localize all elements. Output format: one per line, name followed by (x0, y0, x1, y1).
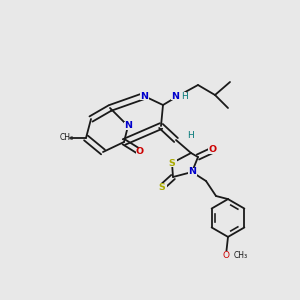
Text: O: O (209, 146, 217, 154)
Text: N: N (172, 92, 180, 100)
Bar (124, 122, 133, 130)
Text: CH₃: CH₃ (60, 133, 74, 142)
Bar (167, 159, 176, 167)
Text: S: S (159, 182, 165, 191)
Bar (222, 251, 230, 259)
Text: O: O (223, 250, 230, 260)
Text: H: H (181, 92, 188, 100)
Bar (188, 168, 196, 176)
Text: N: N (188, 167, 196, 176)
Bar (172, 92, 184, 100)
Text: O: O (136, 148, 144, 157)
Text: N: N (140, 92, 148, 100)
Bar (208, 146, 217, 154)
Text: N: N (124, 122, 132, 130)
Bar (140, 92, 148, 100)
Bar (136, 148, 145, 156)
Text: CH₃: CH₃ (233, 250, 248, 260)
Bar (158, 183, 166, 191)
Text: S: S (169, 158, 176, 167)
Bar (186, 131, 192, 139)
Bar (170, 92, 185, 100)
Bar (221, 251, 230, 259)
Text: H: H (187, 130, 194, 140)
